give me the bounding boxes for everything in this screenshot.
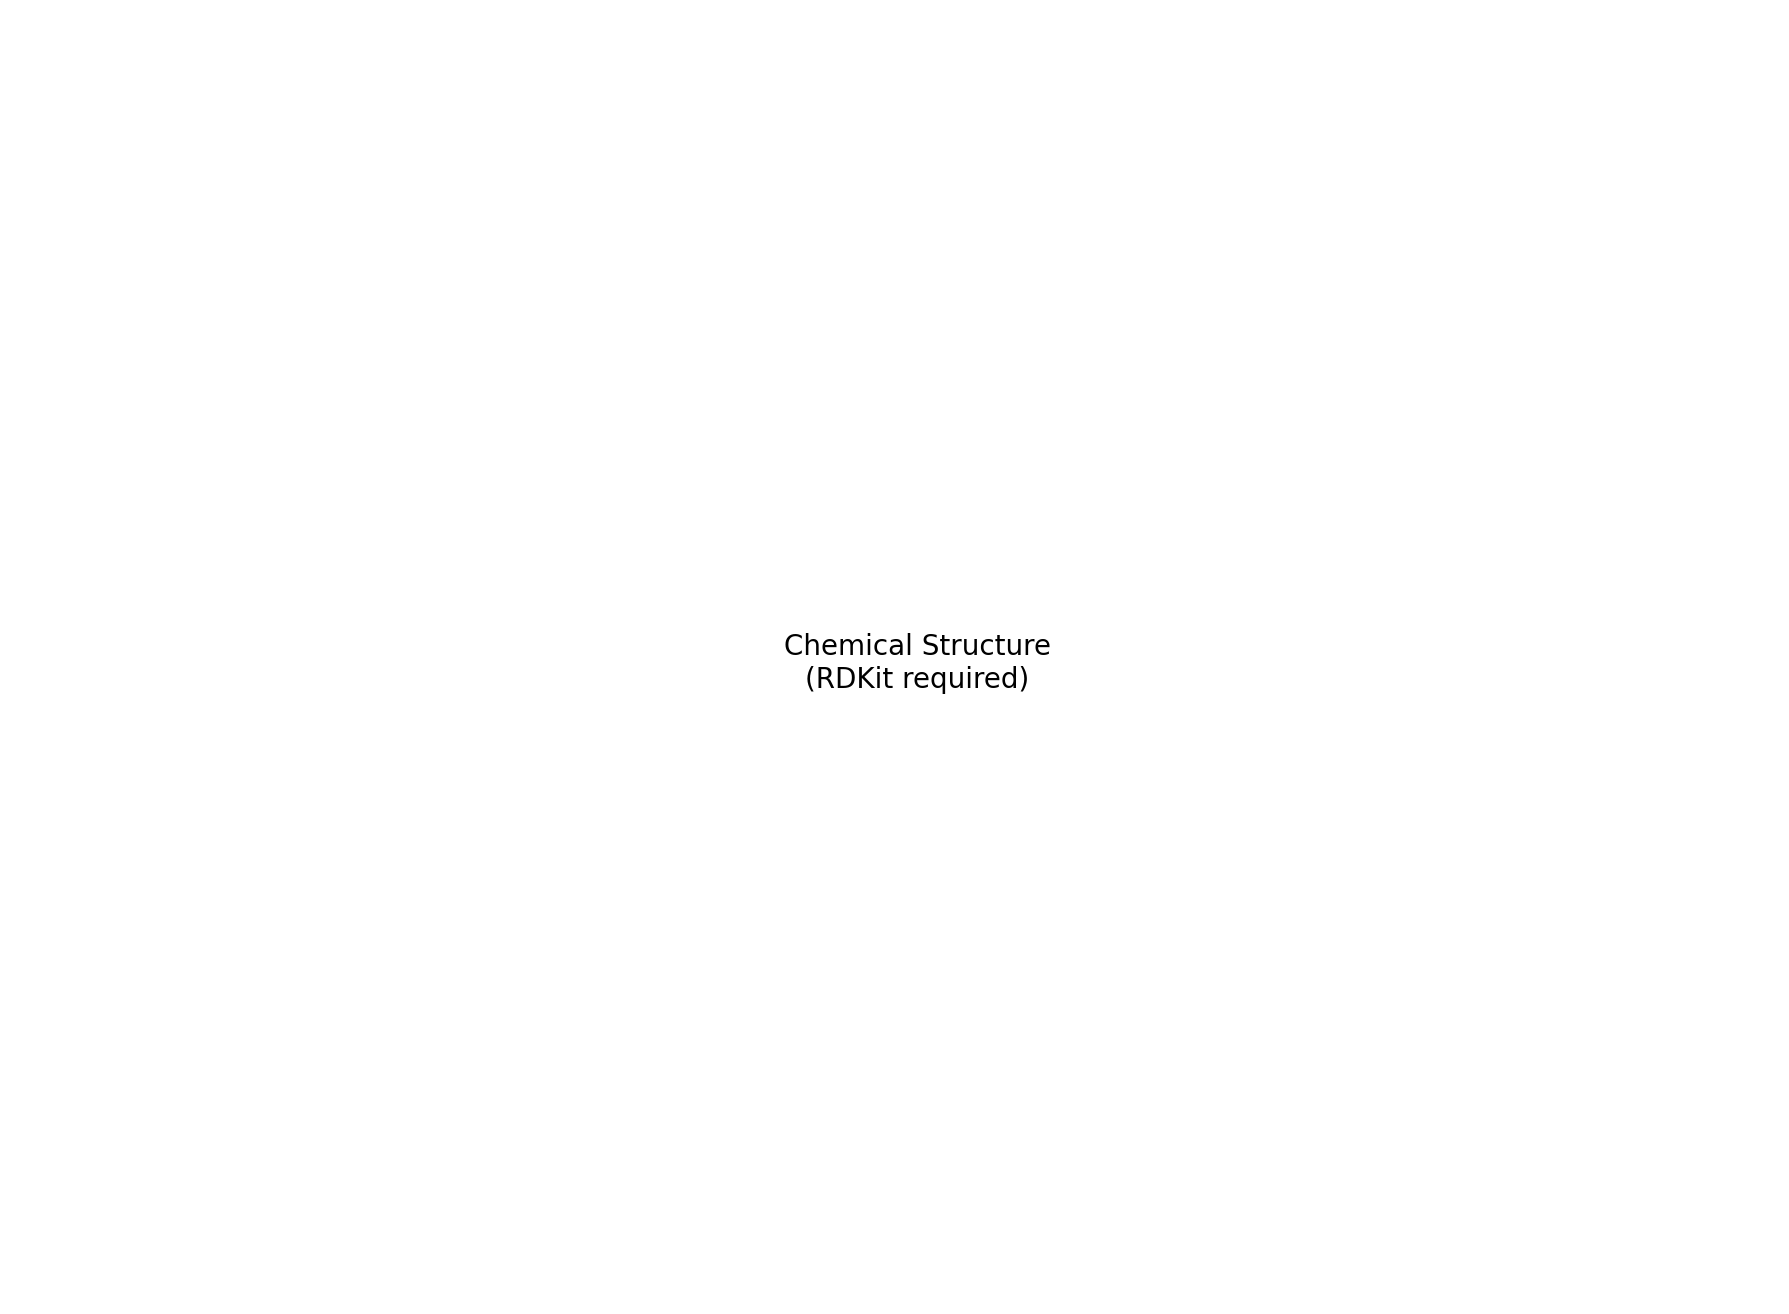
- Text: Chemical Structure
(RDKit required): Chemical Structure (RDKit required): [784, 633, 1050, 694]
